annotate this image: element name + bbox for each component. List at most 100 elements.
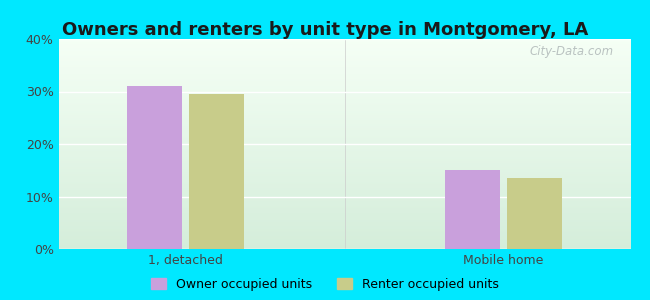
Bar bbox=[58, 146, 630, 147]
Bar bbox=[58, 43, 630, 44]
Bar bbox=[58, 143, 630, 144]
Bar bbox=[58, 69, 630, 70]
Bar bbox=[58, 112, 630, 113]
Bar bbox=[58, 242, 630, 243]
Bar bbox=[58, 85, 630, 86]
Bar bbox=[58, 68, 630, 69]
Bar bbox=[58, 115, 630, 116]
Bar bbox=[58, 244, 630, 245]
Bar bbox=[58, 116, 630, 117]
Bar bbox=[58, 74, 630, 75]
Bar bbox=[58, 170, 630, 171]
Bar bbox=[58, 144, 630, 145]
Bar bbox=[58, 222, 630, 223]
Bar bbox=[58, 99, 630, 100]
Bar bbox=[58, 228, 630, 229]
Bar bbox=[58, 166, 630, 167]
Bar bbox=[58, 165, 630, 166]
Bar bbox=[58, 151, 630, 152]
Bar bbox=[58, 125, 630, 126]
Bar bbox=[58, 120, 630, 121]
Bar bbox=[58, 88, 630, 89]
Bar bbox=[58, 123, 630, 124]
Bar bbox=[58, 46, 630, 47]
Bar bbox=[58, 39, 630, 40]
Bar bbox=[58, 126, 630, 127]
Bar bbox=[58, 111, 630, 112]
Bar bbox=[58, 210, 630, 211]
Bar bbox=[58, 189, 630, 190]
Bar bbox=[58, 148, 630, 149]
Bar bbox=[58, 149, 630, 150]
Bar bbox=[58, 187, 630, 188]
Text: City-Data.com: City-Data.com bbox=[529, 45, 614, 58]
Bar bbox=[58, 138, 630, 139]
Bar bbox=[58, 129, 630, 130]
Bar bbox=[127, 86, 183, 249]
Bar bbox=[58, 224, 630, 225]
Bar bbox=[58, 205, 630, 206]
Bar bbox=[58, 214, 630, 215]
Bar bbox=[58, 87, 630, 88]
Bar bbox=[58, 134, 630, 136]
Bar bbox=[58, 54, 630, 55]
Bar bbox=[58, 186, 630, 187]
Bar bbox=[58, 130, 630, 131]
Bar bbox=[58, 223, 630, 224]
Bar bbox=[58, 98, 630, 99]
Bar bbox=[58, 162, 630, 163]
Bar bbox=[58, 101, 630, 102]
Bar bbox=[58, 66, 630, 67]
Bar bbox=[58, 147, 630, 148]
Bar bbox=[58, 73, 630, 74]
Bar bbox=[58, 80, 630, 81]
Bar bbox=[58, 180, 630, 181]
Bar bbox=[58, 57, 630, 58]
Bar bbox=[58, 158, 630, 159]
Bar bbox=[58, 48, 630, 50]
Bar bbox=[58, 60, 630, 61]
Bar bbox=[58, 230, 630, 231]
Bar bbox=[58, 197, 630, 199]
Bar bbox=[58, 55, 630, 56]
Bar bbox=[58, 235, 630, 236]
Bar bbox=[58, 227, 630, 228]
Bar bbox=[58, 105, 630, 106]
Bar bbox=[58, 75, 630, 76]
Bar bbox=[58, 79, 630, 80]
Bar bbox=[58, 141, 630, 142]
Bar bbox=[58, 102, 630, 103]
Bar bbox=[58, 247, 630, 248]
Bar bbox=[58, 140, 630, 141]
Bar bbox=[58, 89, 630, 91]
Bar bbox=[58, 63, 630, 64]
Bar bbox=[58, 121, 630, 122]
Bar bbox=[58, 190, 630, 191]
Bar bbox=[58, 232, 630, 233]
Bar bbox=[58, 103, 630, 104]
Bar bbox=[58, 128, 630, 129]
Bar bbox=[58, 58, 630, 59]
Bar bbox=[58, 139, 630, 140]
Bar bbox=[58, 245, 630, 246]
Bar bbox=[58, 117, 630, 118]
Bar bbox=[58, 238, 630, 239]
Bar bbox=[58, 76, 630, 77]
Bar bbox=[58, 127, 630, 128]
Bar bbox=[58, 77, 630, 78]
Bar bbox=[58, 64, 630, 65]
Bar bbox=[58, 209, 630, 210]
Bar bbox=[58, 104, 630, 105]
Bar bbox=[58, 191, 630, 192]
Bar bbox=[58, 178, 630, 180]
Bar bbox=[58, 169, 630, 170]
Bar bbox=[58, 243, 630, 244]
Bar bbox=[58, 157, 630, 158]
Bar bbox=[58, 238, 630, 239]
Bar bbox=[506, 178, 562, 249]
Bar bbox=[445, 170, 500, 249]
Bar bbox=[58, 202, 630, 203]
Bar bbox=[58, 225, 630, 226]
Bar bbox=[58, 173, 630, 174]
Bar bbox=[58, 81, 630, 82]
